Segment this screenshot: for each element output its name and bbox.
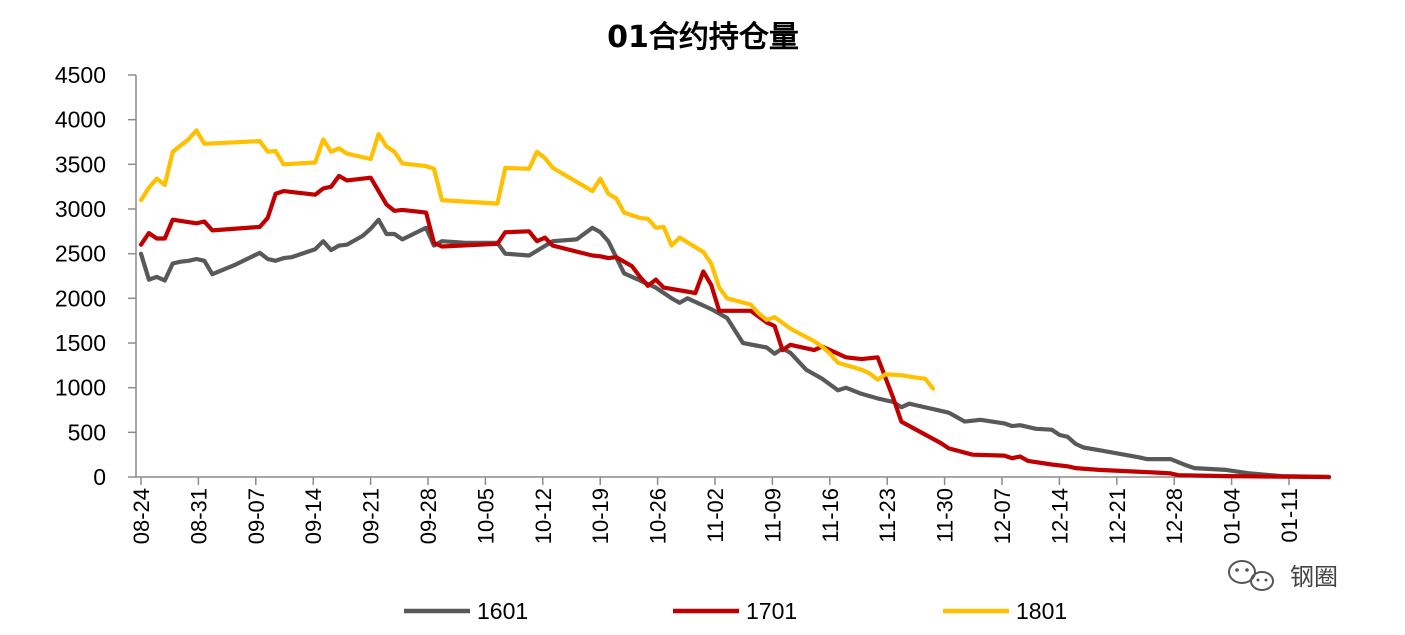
y-tick-label: 500 <box>68 419 106 445</box>
legend-item-1701: 1701 <box>673 598 797 624</box>
x-tick-label: 09-14 <box>301 488 326 544</box>
series-line-1801 <box>138 128 936 391</box>
x-tick-label: 10-19 <box>588 488 613 544</box>
chart-title: 01合约持仓量 <box>607 20 799 55</box>
series-lines <box>138 128 1332 480</box>
x-tick-label: 11-02 <box>703 488 728 543</box>
x-tick-label: 11-16 <box>818 488 843 543</box>
y-tick-label: 0 <box>93 464 106 490</box>
y-tick-label: 1500 <box>55 330 106 356</box>
y-tick-label: 3500 <box>55 151 106 177</box>
x-tick-label: 10-05 <box>473 488 498 544</box>
y-tick-label: 1000 <box>55 375 106 401</box>
y-tick-label: 4500 <box>55 62 106 88</box>
x-tick-label: 12-07 <box>990 488 1015 544</box>
legend-label: 1801 <box>1016 598 1067 624</box>
x-tick-label: 11-30 <box>933 488 958 543</box>
x-tick-label: 12-14 <box>1047 488 1072 544</box>
x-tick-label: 09-28 <box>416 488 441 544</box>
legend: 1601 1701 1801 <box>404 598 1067 624</box>
x-tick-label: 12-28 <box>1162 488 1187 544</box>
legend-item-1601: 1601 <box>404 598 528 624</box>
legend-item-1801: 1801 <box>943 598 1067 624</box>
y-tick-label: 2500 <box>55 241 106 267</box>
y-tick-label: 3000 <box>55 196 106 222</box>
legend-label: 1701 <box>746 598 797 624</box>
x-tick-label: 12-21 <box>1105 488 1130 544</box>
x-tick-label: 01-11 <box>1277 488 1302 543</box>
y-tick-label: 4000 <box>55 107 106 133</box>
x-tick-label: 11-09 <box>760 488 785 543</box>
y-tick-label: 2000 <box>55 285 106 311</box>
wechat-icon <box>1228 560 1274 591</box>
x-tick-label: 09-07 <box>244 488 269 544</box>
x-tick-labels: 08-24 08-31 09-07 09-14 09-21 09-28 10-05 10-12… <box>129 477 1302 544</box>
x-tick-label: 01-04 <box>1220 488 1245 544</box>
x-tick-label: 10-26 <box>646 488 671 544</box>
x-tick-label: 08-24 <box>129 488 154 544</box>
x-tick-label: 10-12 <box>531 488 556 544</box>
x-tick-label: 08-31 <box>186 488 211 544</box>
y-tick-labels: 0 500 1000 1500 2000 2500 3000 3500 4000 4500 <box>55 62 136 490</box>
series-line-1601 <box>138 217 1332 480</box>
x-tick-label: 09-21 <box>359 488 384 544</box>
watermark: 钢圈 <box>1228 560 1338 591</box>
x-tick-label: 11-23 <box>875 488 900 543</box>
series-line-1701 <box>138 173 1332 480</box>
watermark-text: 钢圈 <box>1290 563 1338 591</box>
legend-label: 1601 <box>477 598 528 624</box>
